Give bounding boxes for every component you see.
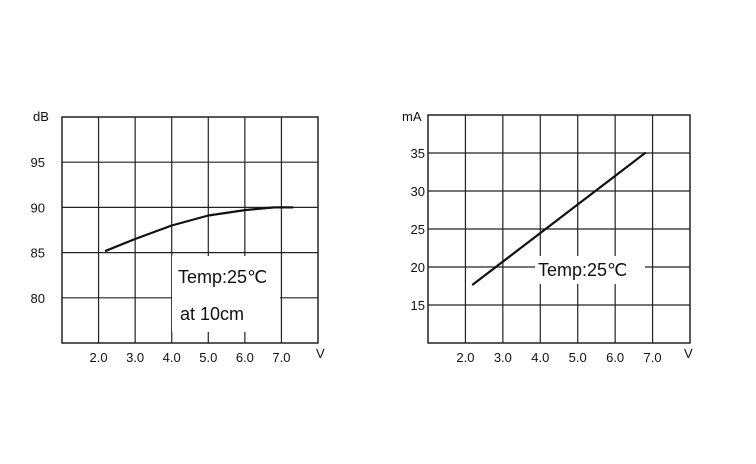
x-tick-label: 4.0 [531, 350, 549, 365]
x-axis-label-left: V [316, 346, 325, 361]
x-axis-label-right: V [684, 346, 693, 361]
x-tick-labels-right: 2.0 3.0 4.0 5.0 6.0 7.0 [456, 350, 661, 365]
y-tick-label: 80 [31, 291, 45, 306]
x-tick-label: 6.0 [606, 350, 624, 365]
y-tick-label: 85 [31, 246, 45, 261]
x-tick-label: 5.0 [199, 350, 217, 365]
y-tick-labels-left: 80 85 90 95 [31, 155, 45, 306]
series-line [471, 151, 647, 286]
plot-frame-right [427, 114, 691, 344]
chart-db-vs-voltage: 80 85 90 95 2.0 3.0 4.0 5.0 6.0 7.0 dB V Temp:25… [31, 109, 325, 365]
y-tick-label: 95 [31, 155, 45, 170]
x-tick-label: 7.0 [272, 350, 290, 365]
grid-left [62, 117, 318, 343]
y-tick-label: 30 [411, 184, 425, 199]
grid-right [428, 115, 690, 343]
series-line [104, 206, 294, 252]
y-tick-labels-right: 15 20 25 30 35 [411, 146, 425, 313]
annotation-temp-right: Temp:25℃ [538, 260, 627, 280]
x-tick-label: 2.0 [90, 350, 108, 365]
series-left [104, 206, 294, 252]
y-tick-label: 15 [411, 298, 425, 313]
plot-frame-left [61, 116, 319, 344]
x-tick-label: 3.0 [494, 350, 512, 365]
y-tick-label: 90 [31, 200, 45, 215]
x-tick-label: 6.0 [236, 350, 254, 365]
annotation-box-left [172, 256, 280, 332]
series-right [471, 151, 647, 286]
annotation-distance-left: at 10cm [180, 304, 244, 324]
x-tick-label: 7.0 [644, 350, 662, 365]
x-tick-labels-left: 2.0 3.0 4.0 5.0 6.0 7.0 [90, 350, 291, 365]
y-tick-label: 20 [411, 260, 425, 275]
plot-border [427, 114, 691, 344]
x-tick-label: 3.0 [126, 350, 144, 365]
y-tick-label: 25 [411, 222, 425, 237]
annotation-temp-left: Temp:25℃ [178, 267, 267, 287]
plot-border [61, 116, 319, 344]
chart-current-vs-voltage: 15 20 25 30 35 2.0 3.0 4.0 5.0 6.0 7.0 mA V Temp:… [402, 109, 693, 365]
annotation-box-right [535, 256, 645, 284]
x-tick-label: 2.0 [456, 350, 474, 365]
x-tick-label: 4.0 [163, 350, 181, 365]
y-tick-label: 35 [411, 146, 425, 161]
y-axis-label-right: mA [402, 109, 422, 124]
x-tick-label: 5.0 [569, 350, 587, 365]
y-axis-label-left: dB [33, 109, 49, 124]
